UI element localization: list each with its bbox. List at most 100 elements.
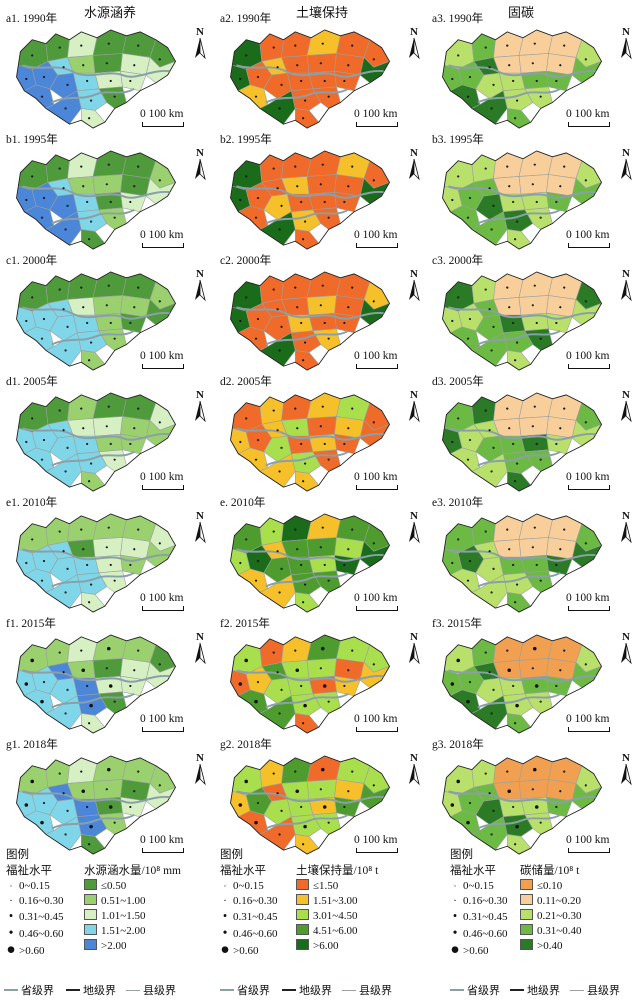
welfare-dot — [343, 200, 346, 204]
province-boundary — [448, 306, 596, 320]
welfare-dot — [531, 788, 534, 791]
color-swatch — [520, 939, 533, 950]
region-outline — [230, 271, 391, 371]
welfare-dot — [278, 470, 281, 473]
welfare-dot — [347, 669, 350, 672]
welfare-dot — [302, 359, 305, 362]
welfare-dot — [319, 425, 322, 428]
province-boundary — [22, 185, 170, 199]
welfare-dot — [280, 446, 283, 449]
welfare-dot — [276, 671, 279, 674]
welfare-dot — [137, 286, 140, 289]
scale-bar-line — [356, 122, 398, 127]
welfare-dot — [506, 528, 509, 531]
scale-label: 0 100 km — [354, 229, 398, 241]
welfare-dot — [559, 64, 562, 67]
welfare-dot — [25, 440, 28, 444]
welfare-legend-item: ● >0.60 — [450, 941, 489, 958]
welfare-dot — [137, 44, 140, 47]
welfare-dot — [539, 821, 542, 824]
north-arrow-shape — [621, 642, 632, 665]
welfare-dot — [319, 546, 322, 549]
welfare-dot — [506, 649, 509, 652]
welfare-dot — [82, 306, 85, 309]
welfare-dot — [133, 306, 136, 309]
scale-bar-line — [568, 485, 610, 490]
welfare-dot — [302, 843, 305, 846]
welfare-dot — [466, 458, 470, 461]
panel-label: c2. 2000年 — [220, 255, 272, 267]
province-boundary — [236, 306, 384, 320]
color-swatch — [520, 909, 533, 920]
north-label: N — [410, 631, 418, 643]
welfare-legend-item: ● >0.60 — [220, 941, 259, 958]
welfare-dot-icon: • — [452, 925, 458, 940]
legend-title-3: 图例 — [450, 849, 473, 861]
welfare-dot — [296, 306, 299, 309]
county-region — [449, 689, 481, 714]
north-arrow-icon: N — [406, 26, 422, 62]
welfare-dot — [539, 95, 542, 98]
welfare-dot — [276, 429, 279, 432]
region-map — [230, 755, 391, 855]
panel-label: a3. 1990年 — [432, 13, 484, 25]
value-legend-item: 0.31~0.40 — [520, 924, 581, 939]
welfare-dot-icon: • — [452, 909, 458, 923]
welfare-dot — [278, 349, 281, 352]
panel-label: d3. 2005年 — [432, 376, 484, 388]
county-region — [506, 108, 532, 129]
value-legend-item: 0.11~0.20 — [520, 894, 581, 909]
welfare-dot — [88, 238, 91, 241]
welfare-legend-item: • 0.31~0.45 — [220, 909, 278, 925]
legend-province-line: 省级界 — [4, 982, 54, 998]
welfare-dot-icon: · — [453, 881, 457, 891]
prefecture-line-icon — [282, 989, 296, 991]
value-legend-title: 土壤保持量/10⁸ t — [296, 865, 379, 877]
scale-bar-line — [142, 606, 184, 611]
county-region — [80, 471, 106, 492]
north-arrow-icon: N — [618, 631, 634, 667]
welfare-dot — [58, 46, 61, 49]
welfare-dot-icon: ● — [220, 941, 230, 958]
color-swatch — [84, 939, 97, 950]
scale-bar-line — [568, 122, 610, 127]
welfare-dot — [327, 821, 330, 824]
scale-bar: 0 100 km — [354, 713, 398, 732]
welfare-dot — [532, 646, 537, 651]
welfare-dot — [64, 470, 67, 473]
welfare-dot-icon: · — [223, 881, 227, 891]
welfare-dot — [508, 185, 511, 188]
north-arrow-shape — [195, 521, 206, 544]
welfare-dot — [322, 805, 327, 809]
scale-bar: 0 100 km — [354, 592, 398, 611]
welfare-dot — [133, 790, 136, 793]
welfare-dot — [531, 62, 534, 65]
region-outline — [230, 392, 391, 492]
region-outline — [16, 150, 177, 250]
region-outline — [442, 392, 603, 492]
county-region — [449, 810, 481, 835]
panel-label: b3. 1995年 — [432, 134, 484, 146]
welfare-dot — [238, 803, 243, 807]
welfare-dot — [300, 200, 303, 204]
panel-label: a2. 1990年 — [220, 13, 272, 25]
welfare-dot — [512, 200, 515, 204]
welfare-dot — [484, 167, 487, 170]
welfare-dot — [276, 308, 279, 311]
panel-label: f3. 2015年 — [432, 618, 482, 630]
welfare-dot — [484, 409, 487, 412]
welfare-dot — [304, 99, 307, 102]
welfare-dot — [492, 204, 495, 207]
welfare-legend-item: ● >0.60 — [6, 941, 45, 958]
welfare-dot — [492, 567, 495, 570]
province-boundary — [265, 208, 349, 225]
welfare-dot — [113, 458, 116, 461]
welfare-dot — [484, 530, 487, 533]
north-arrow-shape — [621, 37, 632, 60]
welfare-dot — [555, 805, 558, 809]
welfare-dot — [531, 425, 534, 428]
welfare-dot — [239, 198, 242, 202]
color-swatch — [296, 924, 309, 935]
province-boundary — [236, 548, 384, 562]
welfare-dot — [559, 306, 562, 309]
